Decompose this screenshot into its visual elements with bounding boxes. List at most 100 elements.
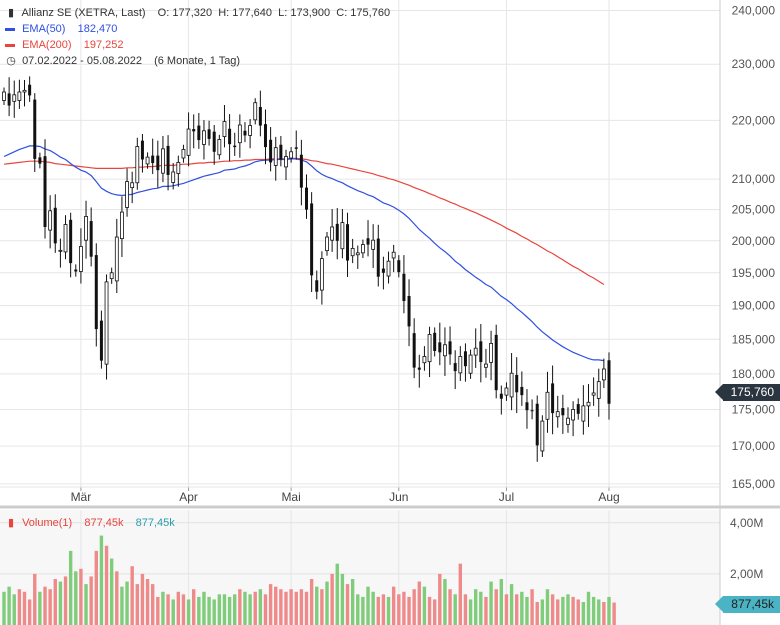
candle-body-down (294, 147, 298, 149)
volume-bar (484, 596, 488, 625)
candle-body-down (499, 393, 503, 399)
ohlc-values: O: 177,320 H: 177,640 L: 173,900 C: 175,… (157, 7, 391, 19)
volume-bar (212, 599, 216, 625)
volume-bar (63, 576, 68, 625)
y-tick-label: 185,000 (732, 332, 776, 346)
last-price-badge: 175,760 (714, 384, 780, 401)
volume-bar (2, 591, 6, 625)
legend-volume[interactable]: ▮ Volume(1) 877,45k 877,45k (5, 516, 175, 530)
candle-body-down (335, 223, 339, 241)
volume-bar (391, 586, 396, 625)
volume-bar (320, 589, 324, 625)
legend-instrument: ▮ Allianz SE (XETRA, Last) O: 177,320 H:… (5, 6, 390, 20)
volume-bar (335, 563, 339, 625)
volume-bar (330, 573, 334, 625)
volume-bar (140, 573, 145, 625)
volume-bar (171, 599, 175, 625)
candle-body-up (120, 211, 124, 239)
candle-body-up (17, 91, 22, 101)
candle-body-up (545, 391, 550, 420)
candle-body-down (243, 130, 247, 136)
x-tick-label: Mai (281, 490, 300, 504)
volume-bar (53, 579, 57, 625)
candle-body-up (222, 121, 227, 137)
ema50-series (3, 145, 604, 362)
candle-body-up (555, 411, 560, 418)
volume-bar (381, 594, 386, 625)
vol-tick-label: 2,00M (730, 567, 763, 581)
volume-bar (109, 558, 114, 625)
candle-body-up (360, 244, 365, 254)
volume-bar (535, 602, 539, 625)
candle-body-down (89, 221, 93, 257)
candle-body-down (438, 342, 442, 353)
candle-body-up (12, 94, 17, 102)
x-tick-label: Jul (499, 490, 514, 504)
candle-body-down (299, 154, 303, 188)
volume-bar (27, 599, 32, 625)
volume-bar (156, 596, 160, 625)
legend-ema200[interactable]: EMA(200) 197,252 (5, 38, 123, 52)
candle-body-up (79, 246, 83, 272)
volume-bar (207, 596, 211, 625)
volume-bar (115, 571, 119, 625)
ema50-swatch (5, 27, 15, 31)
last-volume-value: 877,45k (731, 597, 774, 611)
volume-bar (468, 599, 473, 625)
y-tick-label: 170,000 (732, 439, 776, 453)
ema200-line (3, 157, 605, 286)
candle-body-down (310, 203, 314, 276)
legend-ema50[interactable]: EMA(50) 182,470 (5, 22, 117, 36)
volume-bar (248, 594, 252, 625)
volume-bar (258, 589, 263, 625)
ema50-label: EMA(50) (22, 23, 66, 35)
candle-body-up (319, 258, 324, 291)
volume-bar (243, 591, 247, 625)
candle-body-down (561, 408, 565, 416)
candle-body-down (74, 269, 78, 272)
candle-body-down (576, 404, 580, 414)
volume-bar (438, 573, 442, 625)
volume-bar (150, 584, 155, 625)
candle-body-up (2, 91, 6, 101)
candle-body-down (258, 106, 262, 126)
volume-bar (443, 579, 447, 625)
candle-body-up (386, 260, 391, 277)
volume-bar (166, 594, 170, 625)
candle-body-up (422, 356, 427, 364)
candle-body-up (217, 139, 222, 156)
candle-body-up (325, 236, 329, 252)
volume-bar (581, 602, 586, 625)
volume-bar (263, 594, 268, 625)
volume-bar (366, 586, 370, 625)
candle-body-down (156, 155, 160, 171)
volume-bar (350, 579, 355, 625)
volume-bar (309, 579, 314, 625)
y-tick-label: 220,000 (732, 113, 776, 127)
legend-range[interactable]: ◷ 07.02.2022 - 05.08.2022 (6 Monate, 1 T… (5, 54, 240, 68)
candle-body-up (171, 171, 176, 183)
candle-body-up (473, 347, 478, 356)
volume-value: 877,45k (84, 517, 124, 529)
volume-bar (202, 591, 206, 625)
volume-bar (576, 599, 580, 625)
volume-bar (38, 591, 42, 625)
vol-tick-label: 4,00M (730, 516, 763, 530)
volume-bar (458, 563, 463, 625)
volume-bar (315, 586, 319, 625)
x-tick-label: Apr (179, 490, 198, 504)
volume-bar (571, 596, 575, 625)
candle-body-up (161, 148, 165, 174)
x-tick-label: Aug (598, 490, 619, 504)
candle-body-down (376, 238, 380, 277)
candle-body-down (366, 238, 370, 245)
candle-body-up (186, 128, 191, 156)
volume-bar (125, 581, 129, 625)
volume-bar (43, 586, 47, 625)
candle-body-up (591, 392, 596, 396)
candle-body-down (381, 268, 385, 273)
x-tick-label: Jun (389, 490, 408, 504)
volume-bar (238, 589, 242, 625)
